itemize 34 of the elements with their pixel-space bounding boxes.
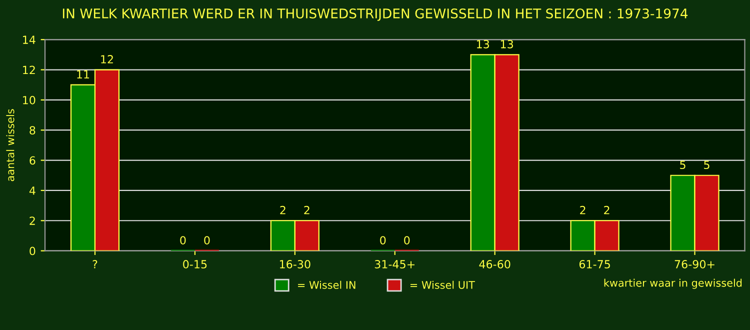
x-tick-label: 46-60 [479,260,510,268]
data-label: 2 [604,206,610,214]
y-tick-label: 0 [30,246,36,256]
chart-title: IN WELK KWARTIER WERD ER IN THUISWEDSTRIJDEN GEWISSELD IN HET SEIZOEN : 1973-1974 [62,8,688,21]
legend-label: = Wissel IN [298,280,356,289]
y-tick-label: 8 [30,126,36,134]
data-label: 0 [180,236,186,244]
data-label: 0 [380,236,386,244]
y-tick-label: 2 [30,216,35,225]
legend-label: = Wissel UIT [410,280,475,289]
x-tick-label: 16-30 [280,260,310,268]
data-label: 5 [680,160,686,170]
y-tick-label: 14 [23,36,36,44]
data-label: 11 [77,70,90,78]
data-label: 2 [580,206,586,214]
data-label: 0 [204,236,210,244]
y-tick-label: 12 [23,66,35,74]
data-label: 0 [404,236,410,244]
data-label: 5 [704,160,710,170]
y-axis-title: aantal wissels [6,109,14,182]
y-tick-label: 6 [30,156,36,165]
x-tick-label: 76-90+ [674,260,714,268]
data-label: 12 [101,55,113,64]
y-tick-label: 10 [23,96,36,104]
x-axis-title: kwartier waar in gewisseld [604,278,742,289]
x-tick-label: ? [92,260,98,268]
data-label: 13 [500,40,514,48]
y-tick-label: 4 [29,186,36,195]
data-label: 2 [280,206,286,214]
x-tick-label: 0-15 [183,260,207,268]
data-label: 13 [476,40,490,48]
x-tick-label: 61-75 [579,260,610,268]
x-tick-label: 31-45+ [374,260,414,268]
data-label: 2 [304,206,310,214]
